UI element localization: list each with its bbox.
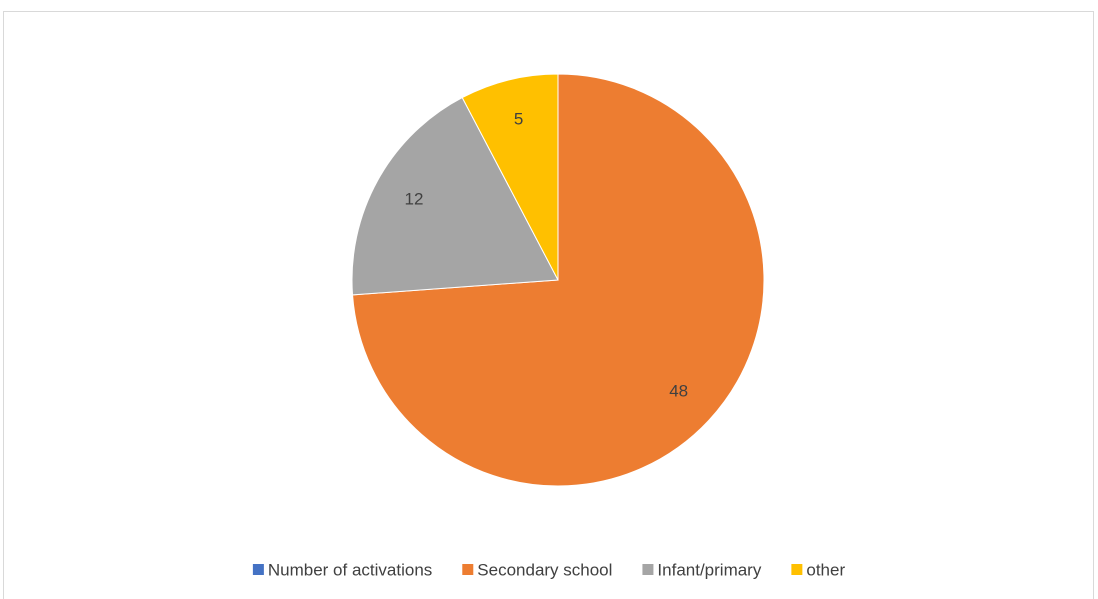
pie-slice [351,96,559,296]
legend-label: Infant/primary [657,560,761,579]
data-label: 12 [405,189,424,208]
legend-label: other [806,560,845,579]
data-label: 48 [669,382,688,401]
legend-swatch [642,564,654,575]
legend-label: Secondary school [477,560,612,579]
legend-label: Number of activations [268,560,432,579]
data-label: 5 [514,109,523,128]
legend-swatch [791,564,803,575]
pie-slice [461,73,559,281]
legend-swatch [252,564,264,575]
legend-swatch [462,564,474,575]
